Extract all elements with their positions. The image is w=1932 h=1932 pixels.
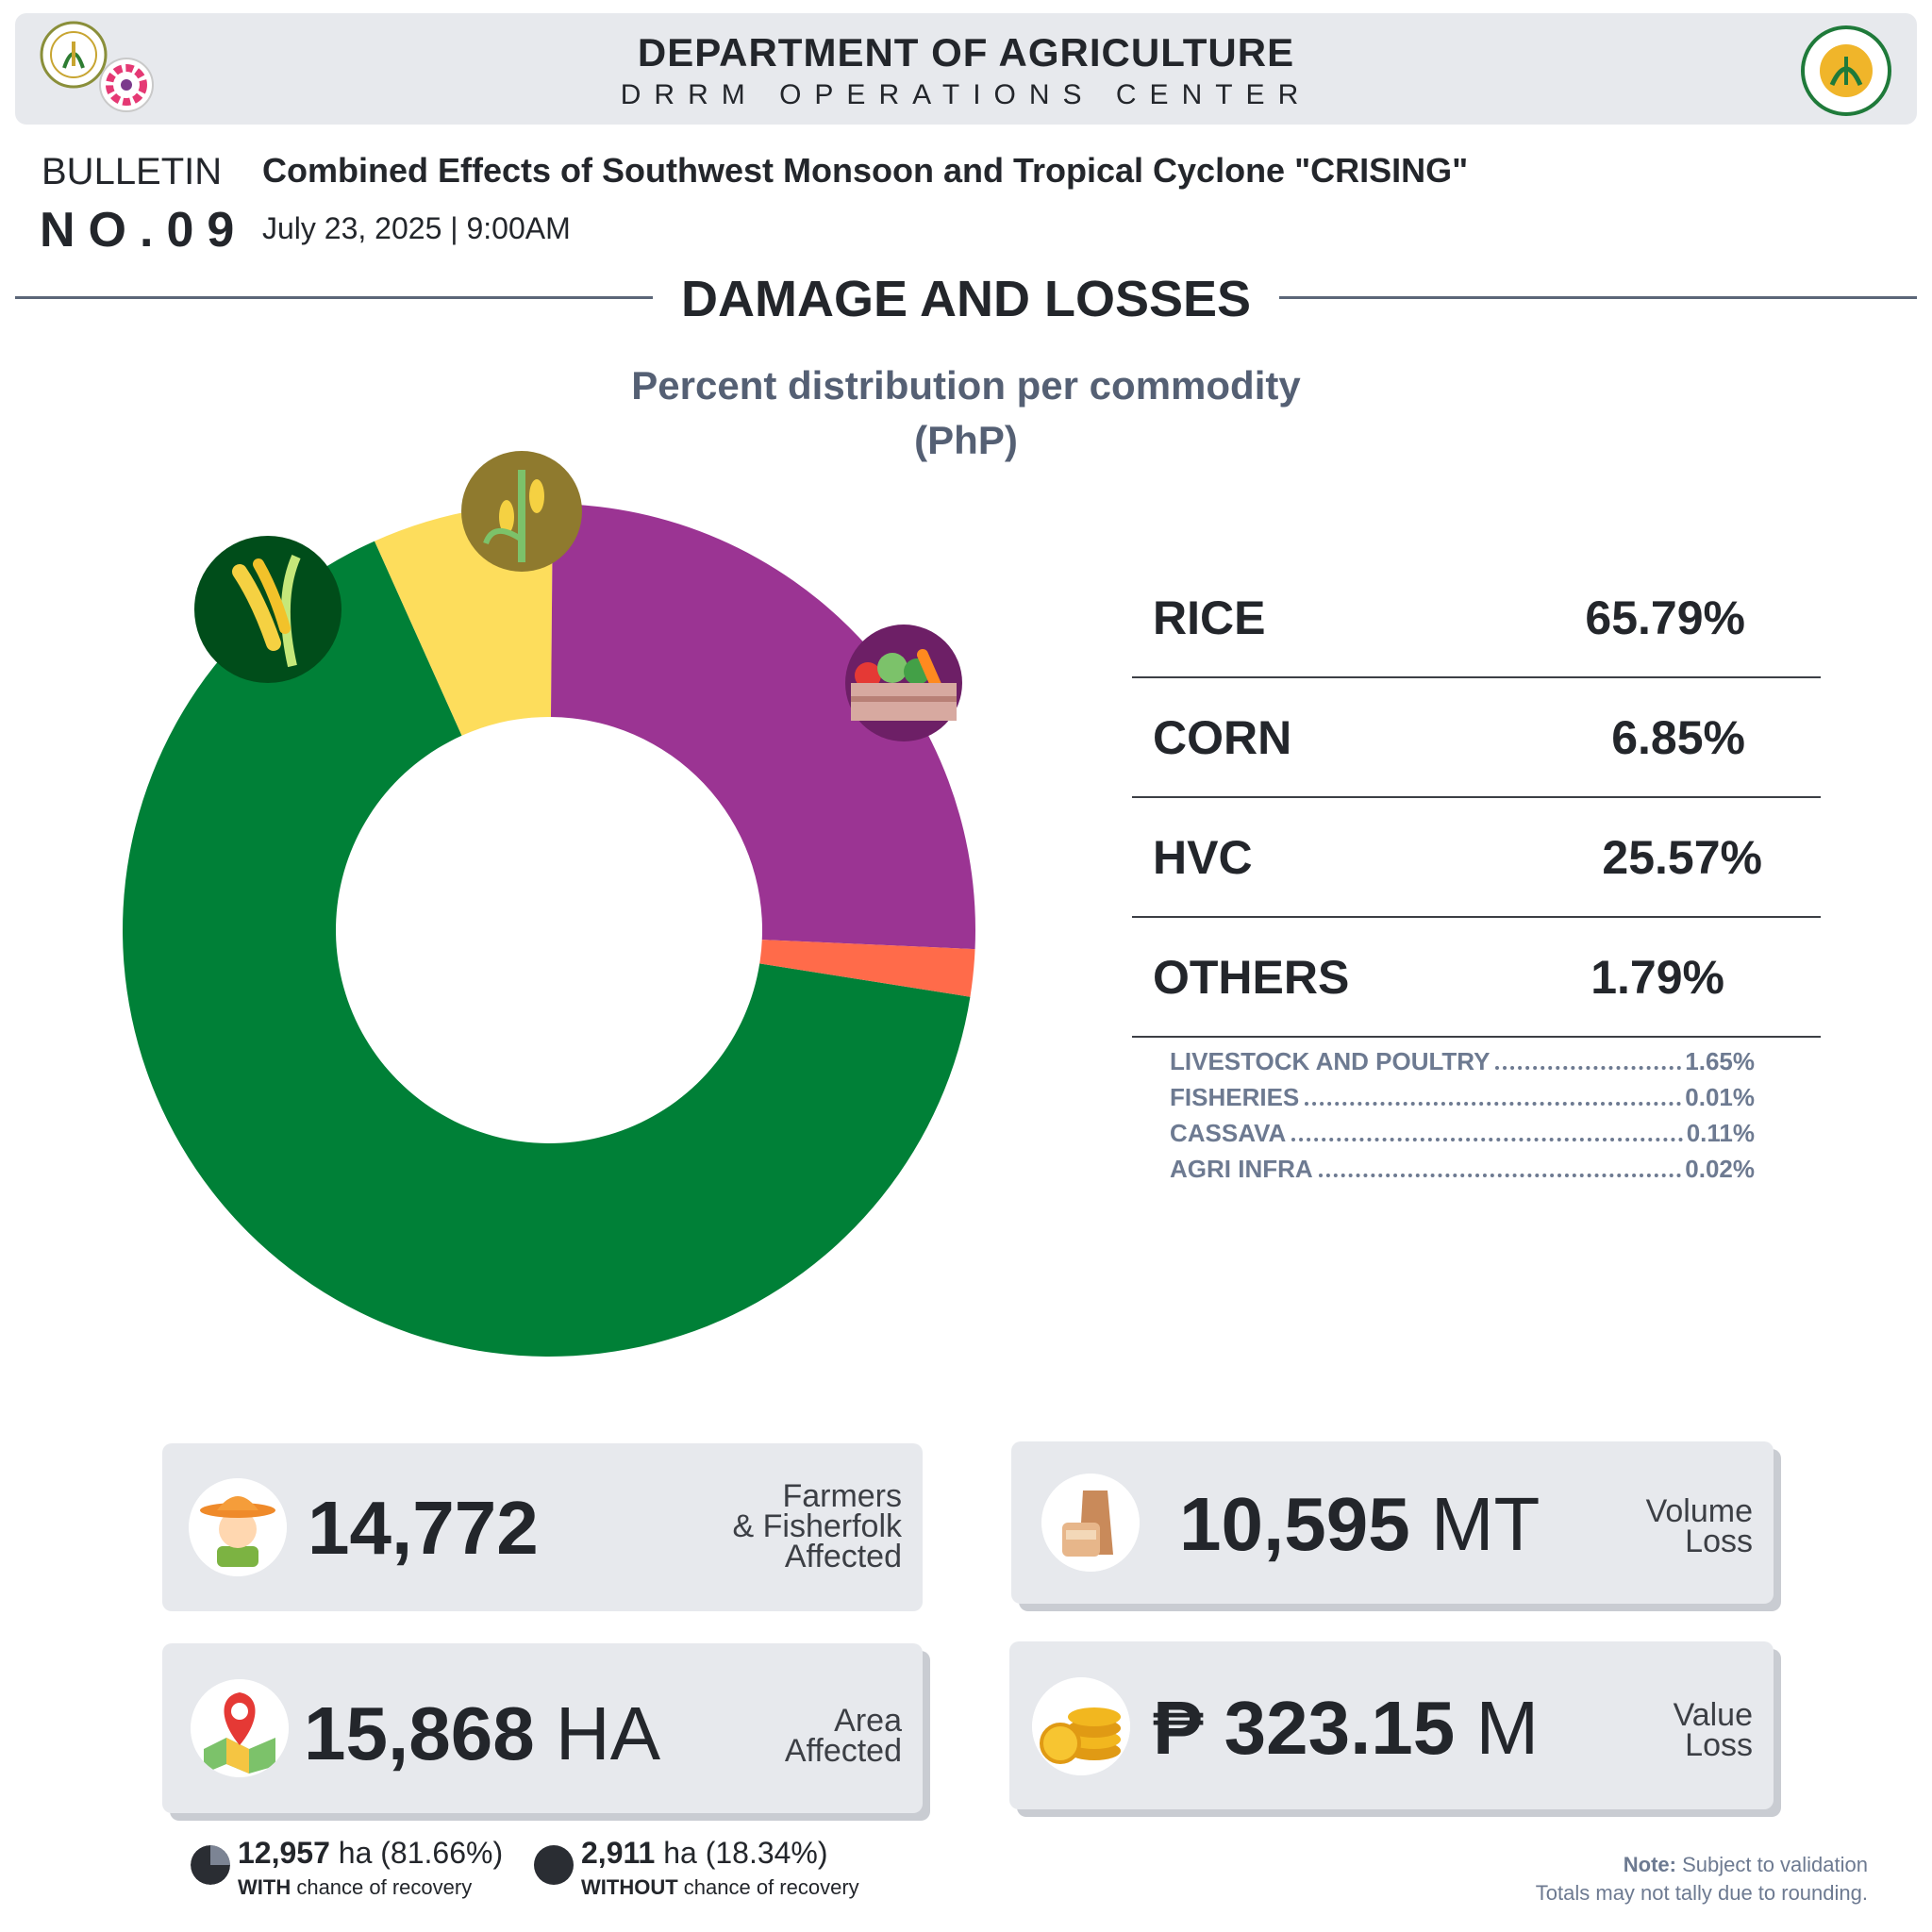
recovery-with-amount: 12,957 ha (81.66%) xyxy=(238,1836,504,1870)
breakdown-label: LIVESTOCK AND POULTRY xyxy=(1170,1047,1491,1075)
breakdown-value: 0.11% xyxy=(1686,1119,1755,1147)
full-circle-icon xyxy=(534,1845,574,1885)
header-banner: DEPARTMENT OF AGRICULTURE DRRM OPERATION… xyxy=(15,13,1917,125)
header-title: DEPARTMENT OF AGRICULTURE xyxy=(637,30,1295,75)
table-row: RICE 65.79% xyxy=(1132,558,1821,678)
bulletin-title: Combined Effects of Southwest Monsoon an… xyxy=(262,151,1469,190)
volume-loss-card: 10,595 MT Volume Loss xyxy=(1011,1441,1774,1604)
commodity-value-rice: 65.79% xyxy=(1585,591,1745,644)
donut-slice-rice xyxy=(123,541,971,1357)
bulletin-label: BULLETIN xyxy=(42,151,223,192)
map-pin-icon xyxy=(191,1679,289,1777)
commodity-name-others: OTHERS xyxy=(1153,951,1350,1004)
table-row: OTHERS 1.79% xyxy=(1132,918,1821,1038)
chart-title-block: Percent distribution per commodity (PhP) xyxy=(0,358,1932,468)
list-item: LIVESTOCK AND POULTRY 1.65% xyxy=(1170,1047,1755,1083)
area-affected-card: 15,868 HA Area Affected xyxy=(162,1643,923,1813)
recovery-without-amount: 2,911 ha (18.34%) xyxy=(581,1836,828,1870)
farmer-icon xyxy=(189,1478,287,1576)
table-row: CORN 6.85% xyxy=(1132,678,1821,798)
donut-slice-others xyxy=(759,940,975,997)
chart-subtitle: (PhP) xyxy=(914,418,1018,462)
note-line1: Subject to validation xyxy=(1682,1853,1868,1876)
masaganang-agrikultura-logo-icon xyxy=(1801,25,1891,116)
section-rule-left xyxy=(15,296,653,299)
others-breakdown-list: LIVESTOCK AND POULTRY 1.65% FISHERIES 0.01… xyxy=(1170,1047,1755,1191)
list-item: CASSAVA 0.11% xyxy=(1170,1119,1755,1155)
corn-icon xyxy=(461,451,582,572)
da-seal-logo-icon xyxy=(40,21,108,89)
breakdown-label: AGRI INFRA xyxy=(1170,1155,1313,1183)
grain-sacks-icon xyxy=(1041,1474,1140,1572)
commodity-value-others: 1.79% xyxy=(1591,951,1724,1004)
footnote: Note: Subject to validation Totals may n… xyxy=(1536,1851,1868,1907)
coins-icon xyxy=(1032,1677,1130,1775)
breakdown-label: CASSAVA xyxy=(1170,1119,1287,1147)
commodity-value-hvc: 25.57% xyxy=(1602,831,1762,884)
farmers-affected-card: 14,772 Farmers & Fisherfolk Affected xyxy=(162,1443,923,1611)
commodity-value-corn: 6.85% xyxy=(1611,711,1745,764)
bulletin-number: NO.09 xyxy=(40,203,248,258)
pie-quarter-icon xyxy=(191,1845,230,1885)
breakdown-value: 0.02% xyxy=(1685,1155,1755,1183)
section-title: DAMAGE AND LOSSES xyxy=(0,270,1932,328)
breakdown-value: 1.65% xyxy=(1685,1047,1755,1075)
table-row: HVC 25.57% xyxy=(1132,798,1821,918)
area-affected-value: 15,868 HA xyxy=(304,1691,661,1775)
farmers-affected-label: Farmers & Fisherfolk Affected xyxy=(732,1478,903,1574)
area-affected-label: Area Affected xyxy=(784,1703,902,1769)
breakdown-label: FISHERIES xyxy=(1170,1083,1300,1111)
donut-chart xyxy=(123,451,975,1357)
breakdown-value: 0.01% xyxy=(1685,1083,1755,1111)
leader-dots xyxy=(1318,1174,1682,1177)
commodity-table: RICE 65.79% CORN 6.85% HVC 25.57% OTHERS… xyxy=(1132,558,1821,1038)
note-label: Note: xyxy=(1623,1853,1676,1876)
note-line2: Totals may not tally due to rounding. xyxy=(1535,1881,1868,1905)
header-subtitle: DRRM OPERATIONS CENTER xyxy=(620,79,1312,110)
commodity-name-corn: CORN xyxy=(1153,711,1292,764)
recovery-without-caption: WITHOUT chance of recovery xyxy=(581,1875,859,1899)
bulletin-date: July 23, 2025 | 9:00AM xyxy=(262,211,571,245)
farmers-affected-value: 14,772 xyxy=(308,1486,539,1570)
value-loss-label: Value Loss xyxy=(1673,1697,1753,1763)
section-rule-right xyxy=(1279,296,1917,299)
commodity-name-rice: RICE xyxy=(1153,591,1266,644)
rice-icon xyxy=(194,536,341,683)
leader-dots xyxy=(1305,1102,1682,1106)
vegetables-icon xyxy=(845,625,962,741)
list-item: AGRI INFRA 0.02% xyxy=(1170,1155,1755,1191)
leader-dots xyxy=(1495,1066,1682,1070)
list-item: FISHERIES 0.01% xyxy=(1170,1083,1755,1119)
value-loss-card: ₱ 323.15 M Value Loss xyxy=(1009,1641,1774,1809)
value-loss-value: ₱ 323.15 M xyxy=(1153,1686,1540,1770)
recovery-with-caption: WITH chance of recovery xyxy=(238,1875,473,1899)
leader-dots xyxy=(1291,1138,1683,1141)
volume-loss-label: Volume Loss xyxy=(1645,1493,1753,1559)
donut-slice-hvc xyxy=(550,504,975,950)
volume-loss-value: 10,595 MT xyxy=(1179,1482,1541,1566)
commodity-name-hvc: HVC xyxy=(1153,831,1253,884)
ntf-logo-icon xyxy=(99,58,154,112)
chart-title: Percent distribution per commodity xyxy=(631,363,1301,408)
